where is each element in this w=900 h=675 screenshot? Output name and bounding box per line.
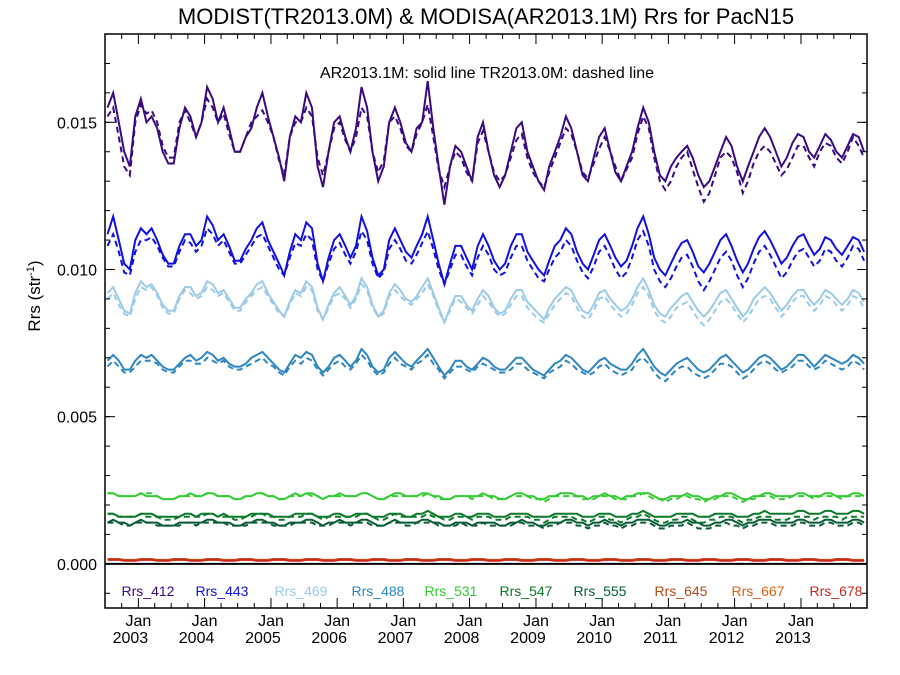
x-tick-month: Jan — [722, 613, 748, 630]
y-axis-label-exponent: -1 — [25, 266, 37, 276]
y-axis-label: Rrs (str-1) — [25, 260, 44, 331]
series-dashed-rrs-443 — [106, 226, 866, 292]
series-solid-rrs-488 — [106, 347, 865, 378]
y-tick-label: 0.010 — [57, 262, 97, 279]
series-solid-rrs-547 — [107, 509, 865, 518]
y-axis-ticks: 0.000 0.005 0.010 0.015 — [57, 62, 867, 594]
legend-item-rrs-488: Rrs_488 — [352, 583, 405, 599]
x-tick-month: Jan — [258, 613, 284, 630]
x-tick-year: 2006 — [311, 630, 347, 647]
x-tick-year: 2007 — [378, 630, 414, 647]
x-tick-year: 2004 — [179, 630, 215, 647]
x-tick-month: Jan — [192, 613, 218, 630]
y-tick-label: 0.005 — [57, 410, 97, 427]
x-tick-year: 2010 — [576, 630, 612, 647]
x-tick-year: 2011 — [643, 630, 678, 647]
x-tick-month: Jan — [655, 613, 681, 630]
legend-item-rrs-469: Rrs_469 — [275, 583, 328, 599]
x-tick-year: 2003 — [113, 630, 149, 647]
series-dashed-rrs-469 — [106, 282, 865, 327]
legend-item-rrs-667: Rrs_667 — [732, 583, 785, 599]
chart-title: MODIST(TR2013.0M) & MODISA(AR2013.1M) Rr… — [178, 4, 794, 29]
plot-area — [105, 80, 867, 565]
x-tick-month: Jan — [589, 613, 615, 630]
y-axis-label-close: ) — [25, 260, 44, 266]
series-line-rrs-678 — [107, 558, 865, 562]
series-dashed-rrs-488 — [106, 353, 865, 383]
legend-item-rrs-531: Rrs_531 — [425, 583, 478, 599]
legend-item-rrs-412: Rrs_412 — [122, 583, 175, 599]
legend: Rrs_412 Rrs_443 Rrs_469 Rrs_488 Rrs_531 Rrs_5… — [122, 583, 863, 599]
legend-item-rrs-678: Rrs_678 — [810, 583, 863, 599]
x-tick-month: Jan — [788, 613, 814, 630]
y-axis-label-main: Rrs (str — [25, 276, 44, 332]
x-tick-year: 2008 — [444, 630, 480, 647]
x-tick-year: 2012 — [709, 630, 745, 647]
legend-item-rrs-645: Rrs_645 — [655, 583, 708, 599]
x-tick-month: Jan — [324, 613, 350, 630]
x-tick-month: Jan — [390, 613, 416, 630]
series-solid-rrs-531 — [107, 492, 865, 501]
x-tick-month: Jan — [457, 613, 483, 630]
x-tick-year: 2005 — [245, 630, 281, 647]
series-solid-rrs-469 — [106, 275, 865, 326]
series-solid-rrs-412 — [106, 80, 866, 205]
line-style-note: AR2013.1M: solid line TR2013.0M: dashed … — [320, 65, 654, 82]
plot-frame — [104, 33, 868, 609]
series-dashed-rrs-547 — [107, 512, 865, 524]
x-tick-month: Jan — [523, 613, 549, 630]
series-solid-rrs-555 — [107, 518, 865, 527]
legend-item-rrs-555: Rrs_555 — [574, 583, 627, 599]
y-tick-label: 0.000 — [57, 557, 97, 574]
legend-item-rrs-547: Rrs_547 — [500, 583, 553, 599]
x-axis-ticks: Jan2003Jan2004Jan2005Jan2006Jan2007Jan20… — [104, 34, 851, 647]
x-tick-month: Jan — [125, 613, 151, 630]
x-tick-year: 2009 — [510, 630, 546, 647]
y-tick-label: 0.015 — [57, 115, 97, 132]
series-solid-rrs-443 — [106, 212, 866, 288]
legend-item-rrs-443: Rrs_443 — [196, 583, 249, 599]
x-tick-year: 2013 — [775, 630, 811, 647]
